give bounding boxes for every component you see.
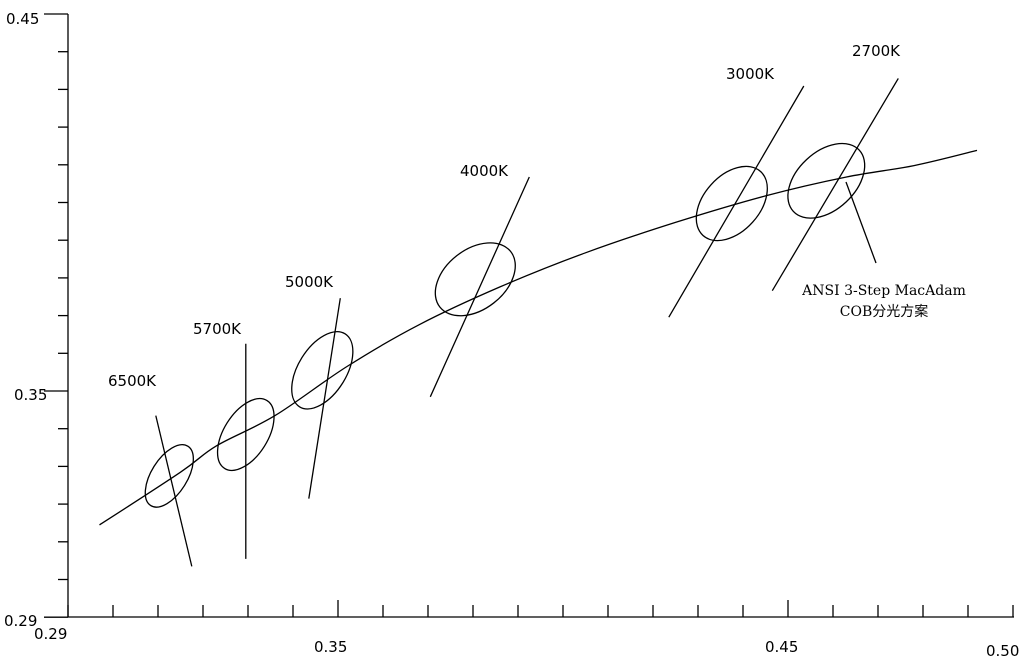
macadam-ellipse-5700k [216, 397, 275, 472]
planckian-locus-curve [99, 149, 978, 526]
cct-series-group: 6500K 5700K 5000K 4000K 3000K 2700K [108, 42, 901, 567]
cct-series-2700k: 2700K [771, 42, 901, 292]
isotherm-line-2700k [771, 78, 899, 292]
annotation-leader-line [845, 181, 877, 264]
x-axis-ticks [67, 600, 1014, 617]
cct-series-3000k: 3000K [668, 65, 805, 318]
isotherm-line-4000k [429, 176, 530, 398]
macadam-ellipse-5000k [291, 331, 354, 410]
cct-series-5000k: 5000K [285, 273, 354, 499]
cct-label-3000k: 3000K [726, 65, 775, 83]
macadam-ellipse-4000k [434, 242, 516, 317]
y-axis-ticks [44, 13, 68, 618]
cct-series-4000k: 4000K [429, 162, 530, 398]
isotherm-line-5000k [308, 298, 341, 499]
cct-label-6500k: 6500K [108, 372, 157, 390]
x-tick-label-0.45: 0.45 [765, 638, 798, 656]
x-tick-label-0.50: 0.50 [986, 642, 1019, 660]
isotherm-line-3000k [668, 85, 805, 318]
x-tick-label-0.35: 0.35 [314, 638, 347, 656]
annotation-line-1: ANSI 3-Step MacAdam [801, 283, 966, 299]
macadam-ellipse-6500k [144, 444, 194, 508]
cct-label-5700k: 5700K [193, 320, 242, 338]
y-tick-label-0.45: 0.45 [6, 10, 39, 28]
x-tick-label-0.29: 0.29 [34, 625, 67, 643]
annotation-line-2: COB分光方案 [840, 303, 928, 320]
isotherm-line-6500k [155, 415, 193, 567]
cct-series-5700k: 5700K [193, 320, 275, 559]
macadam-ellipse-3000k [695, 165, 768, 242]
y-tick-label-0.35: 0.35 [14, 386, 47, 404]
macadam-ellipse-2700k [787, 142, 866, 219]
y-tick-label-0.29: 0.29 [4, 612, 37, 630]
cct-label-4000k: 4000K [460, 162, 509, 180]
cct-series-6500k: 6500K [108, 372, 194, 567]
cct-label-5000k: 5000K [285, 273, 334, 291]
cct-label-2700k: 2700K [852, 42, 901, 60]
